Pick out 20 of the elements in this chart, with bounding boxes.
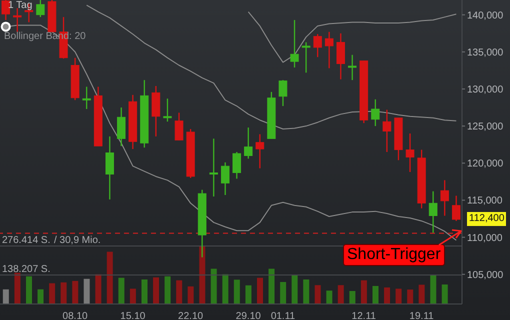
y-tick-label: 120,000 bbox=[467, 158, 504, 170]
y-tick-label: 140,000 bbox=[467, 10, 504, 22]
y-tick-label: 125,000 bbox=[467, 122, 504, 133]
x-tick-label: 15.10 bbox=[120, 311, 146, 320]
y-tick-label: 115,000 bbox=[467, 196, 503, 207]
text: 112,400 bbox=[467, 212, 506, 226]
annotation: / 30,9 Mio. bbox=[54, 235, 101, 246]
x-tick-label: 08.10 bbox=[62, 311, 88, 320]
x-tick-label: 19.11 bbox=[409, 311, 434, 320]
y2-tick-label: 276.414 S. bbox=[2, 235, 50, 246]
y2-tick-label: 138.207 S. bbox=[2, 264, 50, 276]
x-tick-label: 29.10 bbox=[236, 311, 262, 320]
y-tick-label: 105,000 bbox=[467, 270, 504, 281]
x-tick-label: 01.11 bbox=[270, 311, 296, 320]
y-tick-label: 110,000 bbox=[467, 232, 503, 244]
x-tick-label: 12.11 bbox=[352, 311, 376, 320]
x-tick-label: 22.10 bbox=[178, 311, 204, 320]
annotation: Short-Trigger bbox=[343, 244, 445, 266]
y-tick-label: 135,000 bbox=[467, 47, 504, 58]
y-tick-label: 130,000 bbox=[467, 84, 504, 96]
